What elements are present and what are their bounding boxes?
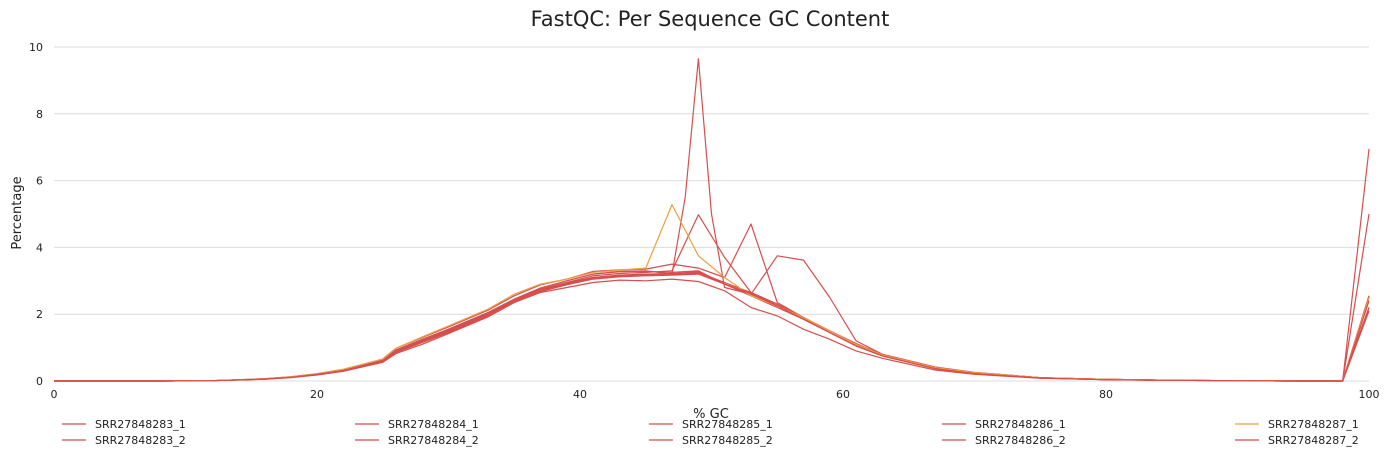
legend-label: SRR27848286_2 bbox=[975, 434, 1066, 447]
legend-item[interactable]: SRR27848285_1 bbox=[649, 418, 773, 431]
y-tick-label: 2 bbox=[36, 308, 43, 321]
legend-label: SRR27848283_2 bbox=[95, 434, 186, 447]
series-line-SRR27848284_1[interactable] bbox=[54, 58, 1370, 382]
x-tick-label: 60 bbox=[836, 388, 850, 401]
y-tick-label: 10 bbox=[29, 41, 43, 54]
series-line-SRR27848286_1[interactable] bbox=[54, 255, 1370, 382]
legend-label: SRR27848285_1 bbox=[682, 418, 773, 431]
x-tick-label: 0 bbox=[51, 388, 58, 401]
series-line-SRR27848285_2[interactable] bbox=[54, 272, 1370, 382]
legend-label: SRR27848285_2 bbox=[682, 434, 773, 447]
series-line-SRR27848283_1[interactable] bbox=[54, 271, 1370, 382]
legend-label: SRR27848284_2 bbox=[388, 434, 479, 447]
series-line-SRR27848286_2[interactable] bbox=[54, 278, 1370, 382]
series-line-SRR27848284_2[interactable] bbox=[54, 213, 1370, 382]
x-axis-label: % GC bbox=[693, 407, 729, 422]
series-line-SRR27848287_1[interactable] bbox=[54, 204, 1370, 382]
legend-label: SRR27848283_1 bbox=[95, 418, 186, 431]
legend-label: SRR27848287_1 bbox=[1268, 418, 1359, 431]
legend-item[interactable]: SRR27848287_2 bbox=[1235, 434, 1359, 447]
legend-item[interactable]: SRR27848287_1 bbox=[1235, 418, 1359, 431]
series-line-SRR27848283_2[interactable] bbox=[54, 273, 1370, 382]
y-tick-label: 4 bbox=[36, 241, 43, 254]
gridlines bbox=[54, 46, 1369, 382]
legend-item[interactable]: SRR27848284_2 bbox=[355, 434, 479, 447]
legend-item[interactable]: SRR27848284_1 bbox=[355, 418, 479, 431]
legend-label: SRR27848284_1 bbox=[388, 418, 479, 431]
x-tick-labels: 0 20 40 60 80 100 bbox=[51, 388, 1380, 401]
legend-item[interactable]: SRR27848286_1 bbox=[942, 418, 1066, 431]
x-tick-label: 40 bbox=[573, 388, 587, 401]
legend-item[interactable]: SRR27848286_2 bbox=[942, 434, 1066, 447]
x-tick-label: 20 bbox=[310, 388, 324, 401]
y-tick-label: 0 bbox=[36, 375, 43, 388]
chart-title: FastQC: Per Sequence GC Content bbox=[531, 7, 890, 31]
y-tick-labels: 0 2 4 6 8 10 bbox=[29, 41, 43, 388]
legend-label: SRR27848286_1 bbox=[975, 418, 1066, 431]
x-tick-label: 80 bbox=[1099, 388, 1113, 401]
y-tick-label: 6 bbox=[36, 175, 43, 188]
y-tick-label: 8 bbox=[36, 108, 43, 121]
legend: SRR27848283_1 SRR27848283_2 SRR27848284_1 S… bbox=[62, 418, 1359, 447]
legend-item[interactable]: SRR27848283_1 bbox=[62, 418, 186, 431]
series-line-SRR27848287_2[interactable] bbox=[54, 270, 1370, 382]
legend-item[interactable]: SRR27848283_2 bbox=[62, 434, 186, 447]
x-tick-label: 100 bbox=[1359, 388, 1380, 401]
legend-item[interactable]: SRR27848285_2 bbox=[649, 434, 773, 447]
legend-label: SRR27848287_2 bbox=[1268, 434, 1359, 447]
y-axis-label: Percentage bbox=[10, 176, 25, 249]
series-lines bbox=[54, 58, 1370, 382]
